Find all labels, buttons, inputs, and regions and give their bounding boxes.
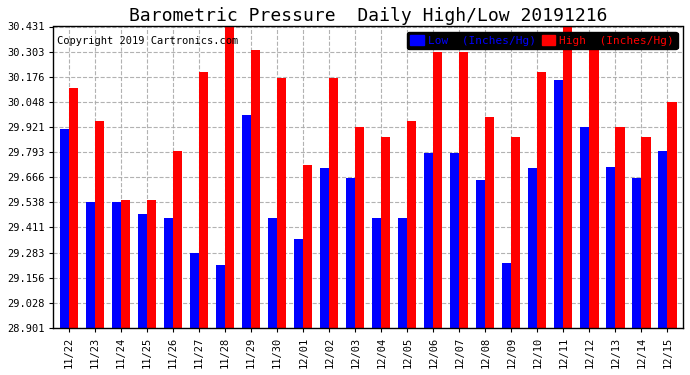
Bar: [242, 115, 251, 328]
Bar: [216, 265, 225, 328]
Bar: [138, 214, 147, 328]
Bar: [294, 239, 303, 328]
Bar: [398, 218, 407, 328]
Bar: [424, 153, 433, 328]
Text: Copyright 2019 Cartronics.com: Copyright 2019 Cartronics.com: [57, 36, 238, 45]
Bar: [277, 78, 286, 328]
Bar: [60, 129, 69, 328]
Bar: [607, 166, 615, 328]
Bar: [355, 127, 364, 328]
Title: Barometric Pressure  Daily High/Low 20191216: Barometric Pressure Daily High/Low 20191…: [129, 7, 607, 25]
Bar: [112, 202, 121, 328]
Bar: [632, 178, 642, 328]
Bar: [346, 178, 355, 328]
Bar: [69, 88, 78, 328]
Bar: [86, 202, 95, 328]
Bar: [95, 121, 104, 328]
Bar: [199, 72, 208, 328]
Bar: [476, 180, 485, 328]
Bar: [121, 200, 130, 328]
Bar: [511, 137, 520, 328]
Bar: [658, 151, 667, 328]
Bar: [563, 27, 573, 328]
Bar: [173, 151, 182, 328]
Bar: [268, 218, 277, 328]
Bar: [450, 153, 460, 328]
Bar: [529, 168, 538, 328]
Bar: [164, 218, 173, 328]
Bar: [382, 137, 391, 328]
Bar: [303, 165, 313, 328]
Bar: [642, 137, 651, 328]
Bar: [320, 168, 329, 328]
Bar: [372, 218, 382, 328]
Bar: [538, 72, 546, 328]
Legend: Low  (Inches/Hg), High  (Inches/Hg): Low (Inches/Hg), High (Inches/Hg): [407, 32, 678, 49]
Bar: [433, 52, 442, 328]
Bar: [615, 127, 624, 328]
Bar: [225, 27, 235, 328]
Bar: [147, 200, 156, 328]
Bar: [485, 117, 495, 328]
Bar: [329, 78, 338, 328]
Bar: [667, 102, 677, 328]
Bar: [589, 36, 598, 328]
Bar: [407, 121, 416, 328]
Bar: [580, 127, 589, 328]
Bar: [554, 80, 563, 328]
Bar: [460, 52, 469, 328]
Bar: [251, 50, 260, 328]
Bar: [190, 253, 199, 328]
Bar: [502, 263, 511, 328]
